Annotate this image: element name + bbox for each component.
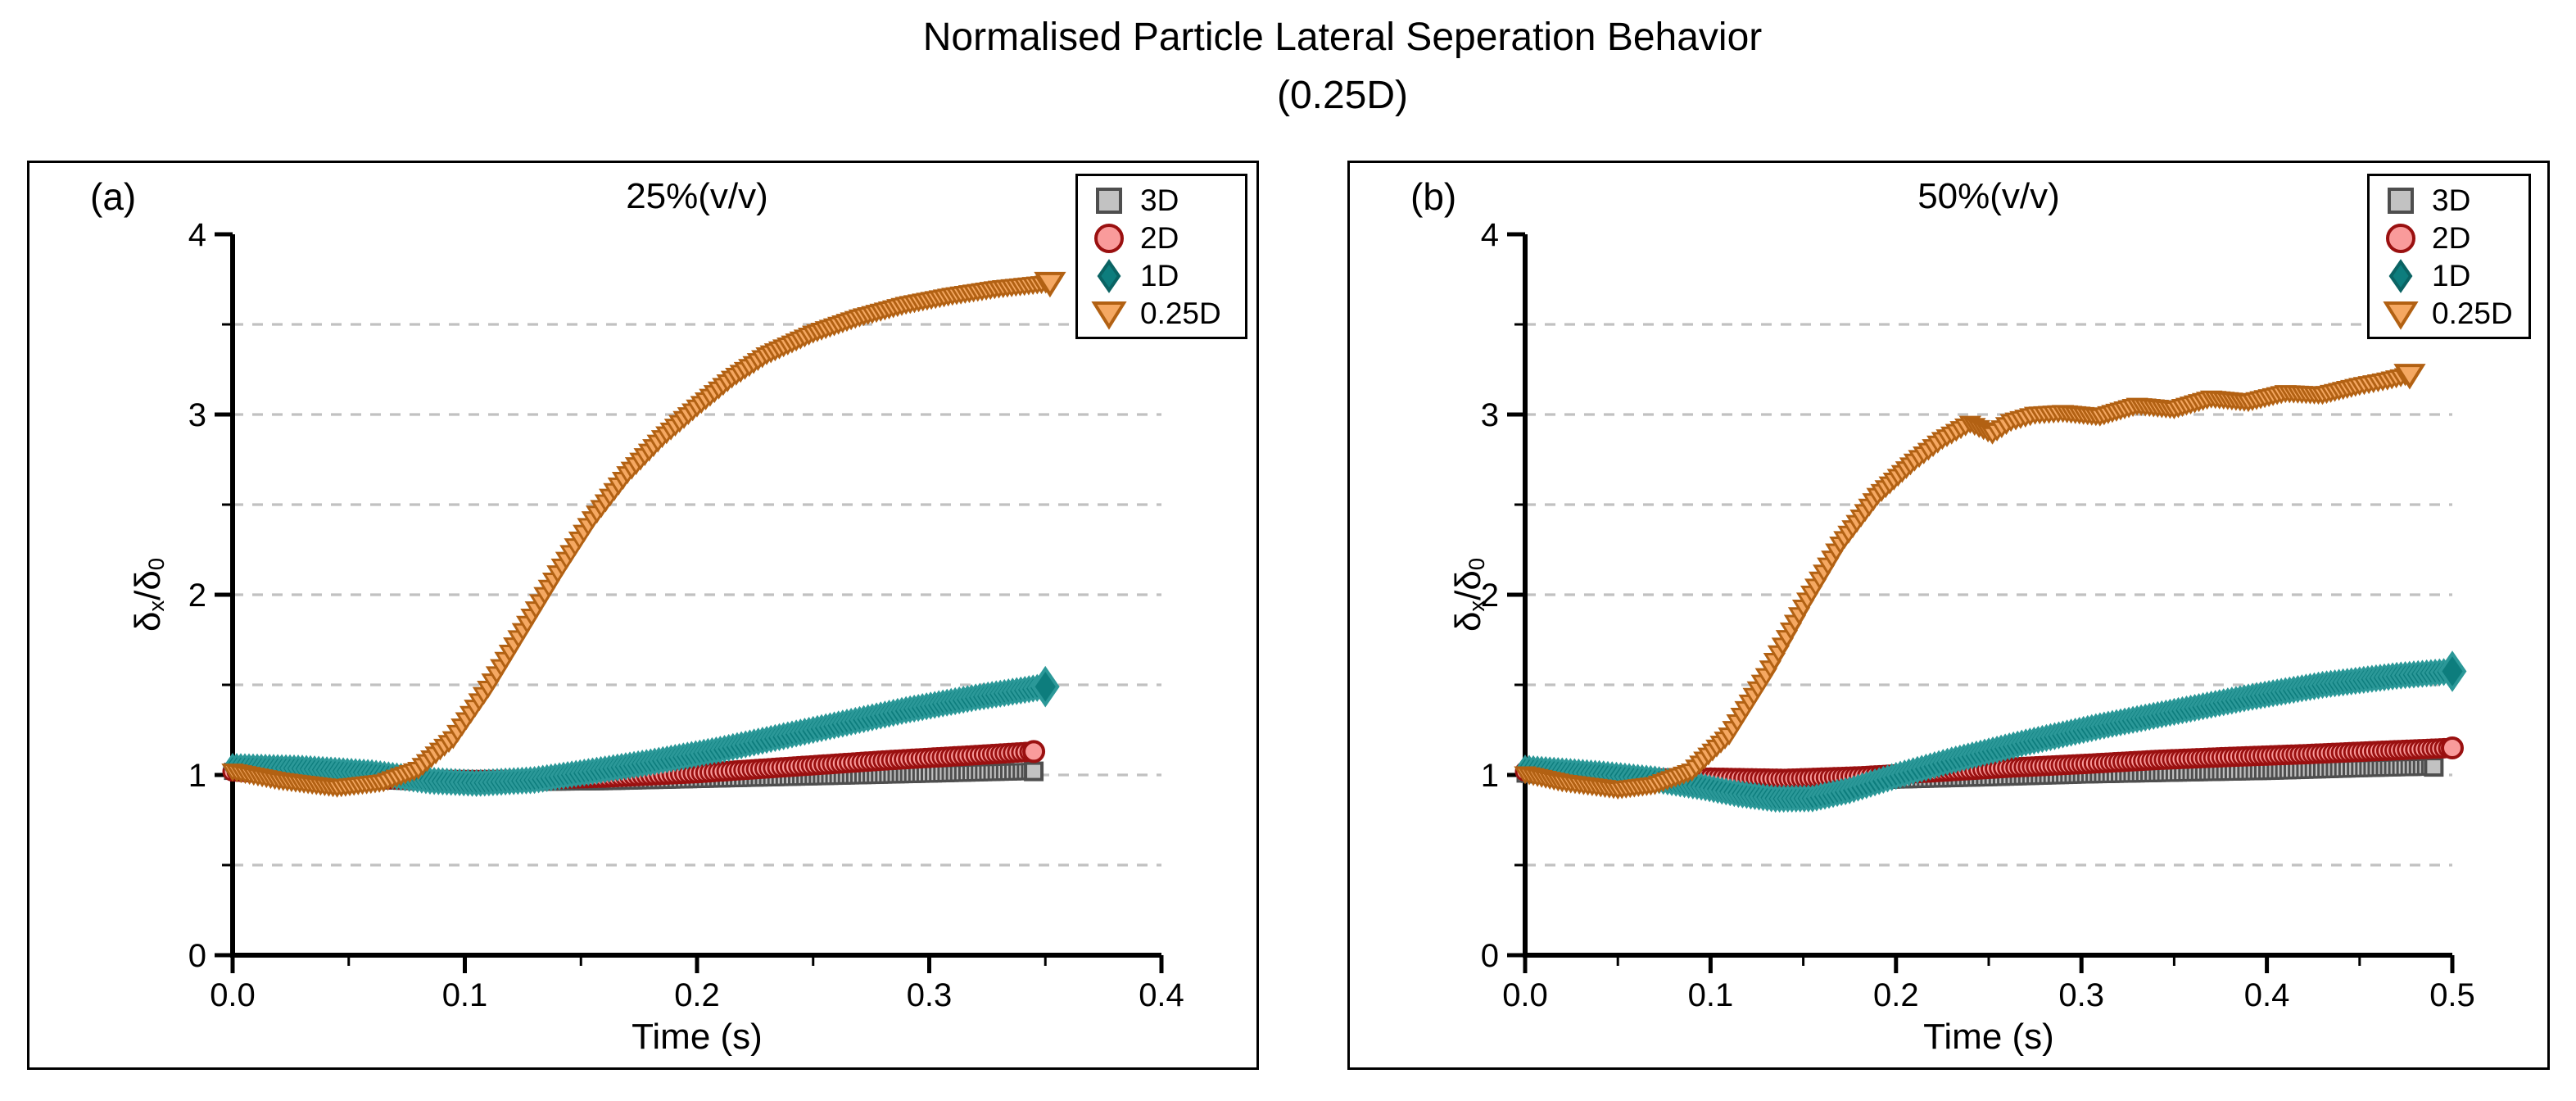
panel-a-ylabel: δ x/δ 0	[125, 431, 171, 759]
series-1D	[223, 665, 1060, 798]
ylabel-sub-x: x	[143, 600, 169, 612]
x-tick-label: 0.0	[210, 977, 256, 1013]
legend-item-2d: 2D	[1078, 220, 1245, 257]
ylabel-delta: δ	[1448, 611, 1488, 632]
x-tick-label: 0.5	[2429, 977, 2475, 1013]
y-tick-label: 4	[1481, 217, 1499, 253]
triangle-down-marker-icon	[2370, 295, 2432, 333]
series-0.25D	[221, 271, 1066, 798]
y-tick-label: 0	[1481, 938, 1499, 974]
legend-item-2d: 2D	[2370, 220, 2528, 257]
x-tick-label: 0.4	[1139, 977, 1184, 1013]
ylabel-sub-x: x	[1464, 600, 1489, 612]
diamond-marker-icon	[2370, 257, 2432, 295]
y-tick-label: 2	[188, 578, 206, 614]
triangle-down-marker-icon	[1078, 295, 1140, 333]
x-tick-label: 0.3	[907, 977, 953, 1013]
square-marker-icon	[2370, 182, 2432, 220]
ylabel-sub-0: 0	[143, 557, 169, 571]
legend-label-2d: 2D	[2432, 221, 2471, 255]
ylabel-slash-delta: /δ	[1448, 570, 1488, 600]
panel-b-legend: 3D 2D 1D 0.25D	[2367, 174, 2531, 339]
tick-labels: 0 1 2 3 4 0.0 0.1 0.2 0.3 0.4	[188, 217, 1184, 1013]
legend-label-2d: 2D	[1140, 221, 1179, 255]
legend-label-1d: 1D	[2432, 259, 2471, 292]
legend-label-1d: 1D	[1140, 259, 1179, 292]
x-tick-label: 0.4	[2244, 977, 2290, 1013]
panel-b-xlabel: Time (s)	[1923, 1017, 2054, 1057]
panel-b-title: 50%(v/v)	[1917, 176, 2060, 216]
panel-a-title: 25%(v/v)	[626, 176, 768, 216]
legend-item-0.25d: 0.25D	[1078, 295, 1245, 333]
plot-a-canvas: 0 1 2 3 4 0.0 0.1 0.2 0.3 0.4	[188, 217, 1184, 1013]
y-tick-label: 2	[1481, 578, 1499, 614]
ylabel-sub-0: 0	[1464, 557, 1489, 571]
ylabel-delta: δ	[128, 611, 168, 632]
x-tick-label: 0.3	[2058, 977, 2104, 1013]
y-tick-label: 3	[1481, 397, 1499, 433]
x-tick-label: 0.1	[442, 977, 488, 1013]
x-tick-label: 0.2	[1873, 977, 1919, 1013]
axis-ticks	[1507, 232, 2455, 973]
y-tick-label: 1	[1481, 758, 1499, 794]
x-tick-label: 0.2	[674, 977, 720, 1013]
plot-b-canvas: 0 1 2 3 4 0.0 0.1 0.2 0.3 0.4 0.5	[1481, 217, 2475, 1013]
legend-label-3d: 3D	[1140, 184, 1179, 217]
legend-item-1d: 1D	[1078, 257, 1245, 295]
figure-title: Normalised Particle Lateral Seperation B…	[233, 8, 2452, 125]
legend-item-3d: 3D	[1078, 182, 1245, 220]
panel-b: 0 1 2 3 4 0.0 0.1 0.2 0.3 0.4 0.5 (b) 50%(v/v) δ x /…	[1347, 161, 2550, 1070]
panel-a-legend: 3D 2D 1D 0.25D	[1075, 174, 1247, 339]
circle-marker-icon	[1078, 220, 1140, 257]
circle-marker-icon	[2370, 220, 2432, 257]
square-marker-icon	[1078, 182, 1140, 220]
legend-item-3d: 3D	[2370, 182, 2528, 220]
tick-labels: 0 1 2 3 4 0.0 0.1 0.2 0.3 0.4 0.5	[1481, 217, 2475, 1013]
legend-label-3d: 3D	[2432, 184, 2471, 217]
panel-a-xlabel: Time (s)	[632, 1017, 763, 1057]
y-tick-label: 4	[188, 217, 206, 253]
legend-label-0.25d: 0.25D	[2432, 297, 2513, 330]
legend-item-1d: 1D	[2370, 257, 2528, 295]
legend-item-0.25d: 0.25D	[2370, 295, 2528, 333]
ylabel-slash-delta: /δ	[128, 570, 168, 600]
panel-b-label: (b)	[1410, 175, 1457, 218]
series-0.25D	[1514, 364, 2426, 800]
panel-a: 0 1 2 3 4 0.0 0.1 0.2 0.3 0.4 (a) 25%(v/v) δ x/δ 0 …	[27, 161, 1259, 1070]
figure-title-line2: (0.25D)	[1276, 74, 1409, 117]
figure-title-line1: Normalised Particle Lateral Seperation B…	[922, 16, 1763, 59]
y-tick-label: 1	[188, 758, 206, 794]
x-tick-label: 0.0	[1502, 977, 1548, 1013]
y-tick-label: 0	[188, 938, 206, 974]
y-tick-label: 3	[188, 397, 206, 433]
panel-a-label: (a)	[90, 175, 137, 218]
axis-ticks	[215, 232, 1164, 973]
x-tick-label: 0.1	[1688, 977, 1734, 1013]
panel-b-ylabel: δ x/δ 0	[1446, 431, 1492, 759]
legend-label-0.25d: 0.25D	[1140, 297, 1221, 330]
diamond-marker-icon	[1078, 257, 1140, 295]
